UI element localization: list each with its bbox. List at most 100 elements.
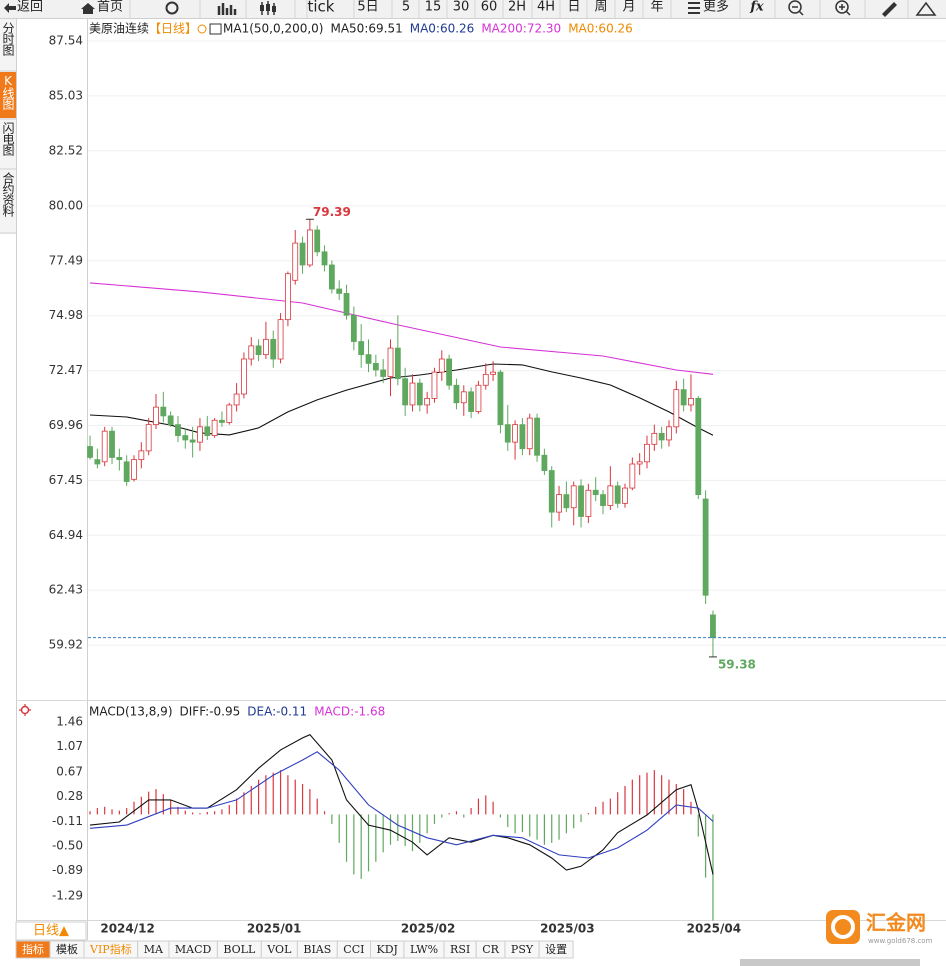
home-icon[interactable]	[81, 3, 95, 14]
indicator-tab[interactable]: BIAS	[303, 943, 331, 956]
period-button[interactable]: 周	[594, 0, 607, 15]
sidebar-tab-active	[0, 72, 16, 118]
period-button[interactable]: 5日	[357, 0, 378, 15]
candle-body	[394, 347, 401, 380]
candle-body	[131, 459, 137, 480]
candle-body	[380, 369, 387, 377]
period-button[interactable]: 30	[453, 0, 470, 15]
period-button[interactable]: 日	[567, 0, 580, 15]
scrollbar[interactable]	[740, 959, 920, 966]
indicator-line	[89, 734, 714, 875]
candle-body	[270, 338, 277, 360]
y-tick-label: 80.00	[49, 198, 83, 212]
period-button[interactable]: tick	[308, 0, 335, 16]
period-button[interactable]: 月	[622, 0, 635, 15]
candle-body	[563, 494, 570, 509]
candle-body	[314, 229, 321, 253]
candle-body	[431, 371, 438, 399]
high-label: 79.39	[313, 205, 351, 219]
chart-icon[interactable]	[217, 3, 237, 15]
sidebar-tab[interactable]: 闪电图	[1, 122, 15, 156]
logo-icon	[826, 910, 860, 944]
period-button[interactable]: 年	[650, 0, 663, 15]
candle-body	[680, 389, 687, 406]
indicator-tab[interactable]: VOL	[266, 943, 292, 956]
indicator-tab[interactable]: BOLL	[223, 943, 256, 956]
candle-body	[519, 424, 526, 450]
menu-icon[interactable]	[688, 2, 700, 14]
candle-body	[87, 446, 93, 458]
refresh-icon[interactable]	[165, 1, 179, 15]
candle-icon-body	[272, 6, 276, 12]
candle-body	[226, 404, 233, 423]
period-button[interactable]: 5	[402, 0, 410, 15]
back-button[interactable]: 返回	[17, 0, 43, 15]
period-button[interactable]: 4H	[537, 0, 555, 15]
candle-body	[387, 347, 394, 377]
x-tick-label: 2025/01	[247, 922, 301, 936]
y-tick-label: 77.49	[49, 253, 83, 267]
indicator-tab[interactable]: MA	[144, 943, 164, 956]
y-tick-label: 1.46	[56, 715, 83, 729]
more-button[interactable]: 更多	[703, 0, 729, 15]
candle-body	[534, 417, 540, 456]
indicator-tab[interactable]: MACD	[175, 943, 212, 956]
shape-icon[interactable]	[915, 1, 937, 16]
candle-body	[211, 419, 218, 436]
indicator-tab[interactable]: CCI	[343, 943, 364, 956]
add-icon[interactable]	[197, 24, 207, 34]
candle-body	[622, 487, 628, 504]
sidebar-tab[interactable]: K线图	[1, 74, 15, 110]
legend-entry: MA200:72.30	[481, 22, 561, 36]
zoom-in-icon[interactable]	[835, 0, 849, 14]
period-selector[interactable]: 日线▲	[33, 924, 69, 939]
indicator-tab[interactable]: RSI	[450, 943, 470, 956]
legend-entry: MA0:60.26	[410, 22, 475, 36]
candle-body	[94, 459, 101, 465]
period-label: 【日线】	[149, 22, 197, 36]
indicator-tab[interactable]: 指标	[22, 942, 44, 956]
candle-body	[468, 391, 475, 412]
settings-icon[interactable]	[20, 705, 30, 715]
period-button[interactable]: 60	[481, 0, 498, 15]
sidebar-tab[interactable]: 分时图	[1, 22, 15, 56]
candle-body	[343, 292, 350, 316]
indicator-tab[interactable]: KDJ	[376, 943, 397, 956]
back-icon[interactable]	[4, 3, 16, 13]
period-button[interactable]: 15	[425, 0, 442, 15]
period-button[interactable]: 2H	[508, 0, 526, 15]
indicator-tab[interactable]: VIP指标	[89, 942, 132, 956]
y-tick-label: -1.29	[52, 888, 83, 902]
home-button[interactable]: 首页	[97, 0, 123, 15]
candle-body	[160, 406, 167, 417]
pen-icon[interactable]	[882, 2, 897, 17]
candle-body	[490, 371, 496, 375]
candle-body	[446, 358, 453, 386]
indicator-tab[interactable]: 设置	[545, 943, 567, 956]
candle-body	[101, 430, 108, 463]
indicator-tab[interactable]: 模板	[56, 942, 78, 956]
candle-body	[578, 485, 584, 517]
indicator-line	[89, 282, 714, 375]
fx-button[interactable]: fx	[749, 0, 764, 15]
legend-entry: MA50:69.51	[330, 22, 402, 36]
candle-body	[556, 494, 562, 513]
candle-body	[592, 489, 599, 496]
candle-body	[233, 393, 240, 406]
candle-body	[145, 424, 152, 452]
zoom-out-icon[interactable]	[788, 0, 802, 14]
candle-body	[197, 426, 203, 443]
indicator-tab[interactable]: PSY	[511, 943, 534, 956]
indicator-tab[interactable]: CR	[482, 943, 499, 956]
indicator-tab[interactable]: LW%	[410, 943, 438, 956]
sidebar-tab[interactable]: 合约资料	[1, 171, 15, 217]
candle-body	[585, 489, 592, 517]
logo-ring	[831, 915, 855, 939]
candle-body	[695, 397, 702, 496]
candle-body	[299, 242, 306, 266]
chart-title: MACD(13,8,9)	[89, 705, 173, 719]
candle-body	[248, 345, 255, 360]
legend-entry: DIFF:-0.95	[180, 705, 241, 719]
candle-body	[658, 432, 665, 441]
